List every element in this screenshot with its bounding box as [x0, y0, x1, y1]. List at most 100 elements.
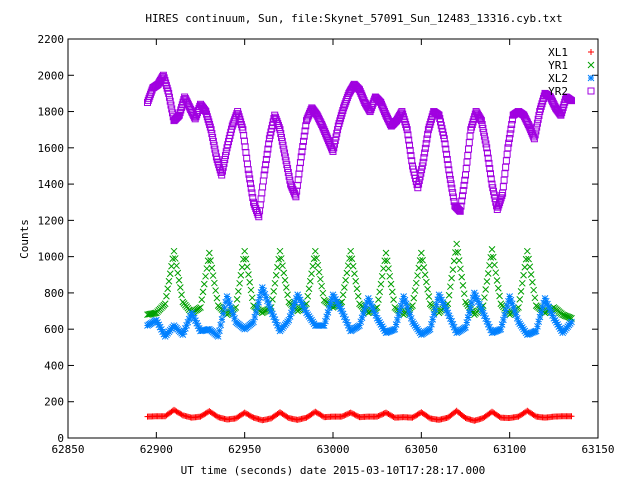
- data-point: [363, 298, 371, 306]
- data-point: [385, 328, 392, 336]
- data-point: [240, 131, 248, 139]
- y-axis-label: Counts: [18, 219, 31, 259]
- data-point: [478, 306, 486, 314]
- data-point: [226, 300, 233, 308]
- data-point: [378, 323, 386, 330]
- data-point: [190, 314, 198, 322]
- data-point: [375, 413, 382, 420]
- data-point: [555, 323, 563, 330]
- data-point: [494, 284, 502, 292]
- data-point: [464, 314, 472, 321]
- data-point: [358, 91, 366, 99]
- data-point: [254, 211, 262, 219]
- data-point: [587, 87, 595, 95]
- data-point: [443, 150, 451, 158]
- data-point: [305, 285, 313, 293]
- data-point: [372, 312, 380, 319]
- data-point: [459, 187, 467, 195]
- data-point: [233, 296, 241, 303]
- data-point: [418, 166, 426, 174]
- data-point: [321, 129, 329, 137]
- data-point: [334, 300, 342, 308]
- data-point: [218, 315, 226, 323]
- data-point: [477, 303, 484, 311]
- data-point: [213, 294, 221, 302]
- data-point: [351, 270, 358, 278]
- data-point: [442, 145, 450, 153]
- data-point: [388, 412, 395, 419]
- data-point: [527, 271, 535, 278]
- data-point: [349, 262, 357, 270]
- data-point: [161, 300, 169, 308]
- x-tick-label: 63100: [493, 443, 526, 456]
- data-point: [341, 313, 348, 321]
- data-point: [182, 325, 189, 332]
- x-tick-label: 63000: [316, 443, 349, 456]
- data-point: [484, 270, 492, 277]
- y-tick-label: 1600: [38, 142, 65, 155]
- data-point: [465, 139, 473, 147]
- data-point: [302, 122, 310, 130]
- data-point: [523, 247, 531, 255]
- data-point: [482, 286, 490, 293]
- data-point: [449, 193, 457, 201]
- data-point: [530, 286, 537, 294]
- data-point: [275, 324, 283, 332]
- data-point: [492, 269, 500, 277]
- data-point: [426, 325, 434, 333]
- data-point: [510, 304, 517, 311]
- data-point: [445, 291, 453, 299]
- series-xl1: [144, 406, 575, 424]
- data-point: [450, 323, 458, 331]
- data-point: [496, 326, 503, 334]
- data-point: [169, 255, 177, 263]
- data-point: [315, 268, 323, 276]
- data-point: [184, 318, 192, 326]
- data-point: [282, 157, 290, 165]
- data-point: [318, 122, 326, 130]
- data-point: [376, 412, 383, 419]
- data-point: [246, 180, 254, 188]
- data-point: [163, 292, 170, 300]
- data-point: [298, 148, 306, 156]
- data-point: [319, 124, 327, 132]
- data-point: [433, 110, 441, 118]
- data-point: [165, 277, 173, 285]
- data-point: [482, 315, 490, 322]
- data-point: [525, 255, 532, 263]
- data-point: [406, 311, 414, 319]
- data-point: [390, 296, 397, 303]
- data-point: [508, 300, 516, 308]
- data-point: [503, 150, 511, 158]
- data-point: [150, 310, 158, 317]
- data-point: [253, 303, 261, 311]
- data-point: [568, 318, 575, 326]
- data-point: [347, 409, 354, 416]
- data-point: [297, 153, 305, 161]
- data-point: [175, 276, 183, 284]
- data-point: [260, 171, 268, 179]
- data-point: [343, 94, 351, 102]
- data-point: [446, 171, 454, 179]
- data-point: [532, 127, 540, 135]
- data-point: [377, 321, 385, 328]
- data-point: [197, 304, 204, 311]
- data-point: [512, 311, 520, 319]
- data-point: [488, 246, 496, 253]
- data-point: [320, 126, 328, 134]
- data-point: [278, 137, 286, 145]
- data-point: [367, 300, 375, 308]
- data-point: [333, 298, 341, 306]
- data-point: [397, 302, 405, 310]
- data-point: [267, 307, 275, 315]
- data-point: [323, 133, 331, 141]
- data-point: [343, 411, 350, 418]
- data-point: [237, 271, 245, 279]
- data-point: [423, 278, 430, 286]
- data-point: [479, 309, 487, 317]
- data-point: [421, 144, 429, 152]
- data-point: [476, 300, 483, 308]
- data-point: [277, 255, 285, 262]
- data-point: [506, 293, 514, 300]
